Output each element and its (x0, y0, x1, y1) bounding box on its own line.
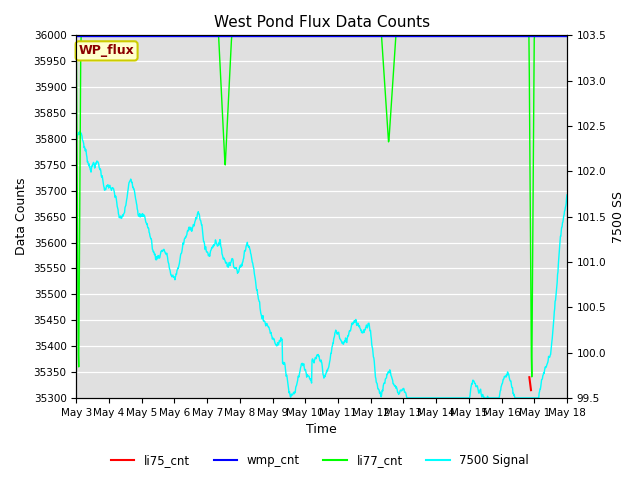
Y-axis label: Data Counts: Data Counts (15, 178, 28, 255)
Text: WP_flux: WP_flux (79, 44, 134, 58)
X-axis label: Time: Time (307, 423, 337, 436)
Title: West Pond Flux Data Counts: West Pond Flux Data Counts (214, 15, 429, 30)
Legend: li75_cnt, wmp_cnt, li77_cnt, 7500 Signal: li75_cnt, wmp_cnt, li77_cnt, 7500 Signal (106, 449, 534, 472)
Y-axis label: 7500 SS: 7500 SS (612, 191, 625, 242)
